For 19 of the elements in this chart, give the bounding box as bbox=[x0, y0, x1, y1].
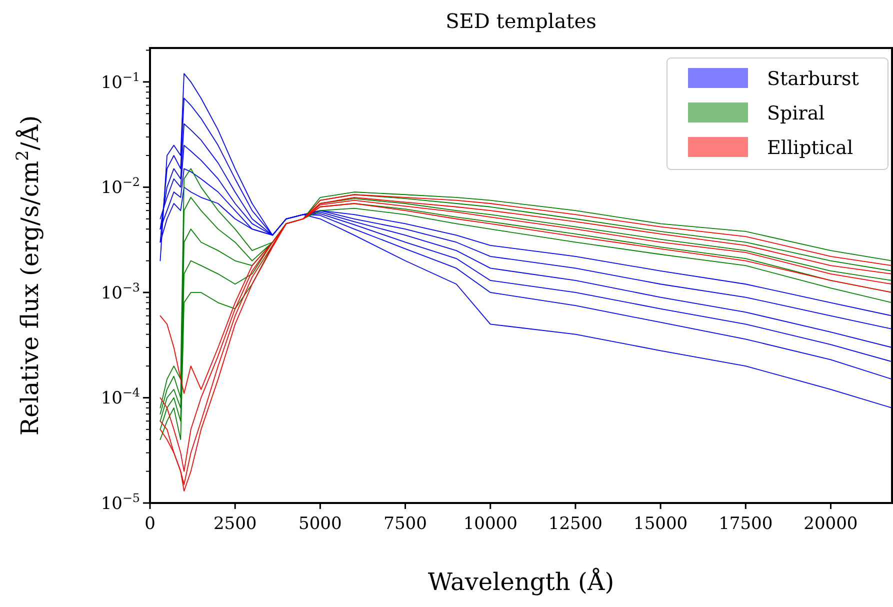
x-tick-label: 7500 bbox=[384, 514, 427, 534]
legend-label: Spiral bbox=[767, 102, 825, 124]
x-tick-label: 15000 bbox=[634, 514, 688, 534]
x-tick-label: 17500 bbox=[718, 514, 773, 534]
y-tick-label: 10$^{−3}$ bbox=[100, 280, 140, 304]
y-tick-label: 10$^{−5}$ bbox=[100, 491, 140, 514]
legend-label: Elliptical bbox=[767, 137, 854, 159]
x-tick-label: 2500 bbox=[213, 514, 257, 534]
x-tick-label: 20000 bbox=[804, 514, 858, 534]
x-tick-label: 5000 bbox=[298, 514, 342, 534]
x-tick-label: 12500 bbox=[548, 514, 603, 534]
legend-label: Starburst bbox=[767, 68, 860, 90]
x-axis-title: Wavelength (Å) bbox=[428, 567, 614, 596]
y-tick-label: 10$^{−2}$ bbox=[100, 175, 140, 198]
y-tick-label: 10$^{−1}$ bbox=[100, 70, 140, 93]
chart-title: SED templates bbox=[446, 9, 596, 33]
x-tick-label: 0 bbox=[144, 514, 156, 534]
y-tick-label: 10$^{−4}$ bbox=[100, 386, 140, 409]
x-tick-label: 10000 bbox=[463, 514, 518, 534]
